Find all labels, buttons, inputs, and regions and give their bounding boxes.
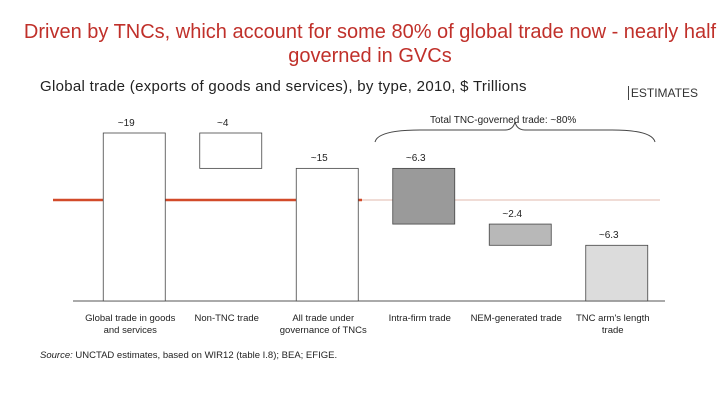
category-label: NEM-generated trade bbox=[470, 313, 562, 324]
bar bbox=[102, 132, 166, 302]
category-label: All trade under governance of TNCs bbox=[279, 313, 367, 336]
value-label: ~15 bbox=[310, 153, 328, 165]
value-label: ~19 bbox=[117, 118, 135, 129]
category-label: Intra-firm trade bbox=[388, 313, 451, 324]
bar bbox=[488, 223, 552, 246]
category-label: Non-TNC trade bbox=[194, 313, 259, 324]
brace bbox=[374, 121, 656, 143]
value-label: ~2.4 bbox=[502, 209, 523, 221]
bar bbox=[392, 167, 456, 225]
value-label: ~4 bbox=[217, 118, 229, 129]
bar bbox=[199, 132, 263, 169]
value-label: ~6.3 bbox=[405, 153, 426, 165]
value-label: ~6.3 bbox=[598, 230, 619, 242]
source: Source: UNCTAD estimates, based on WIR12… bbox=[40, 350, 337, 361]
title: Driven by TNCs, which account for some 8… bbox=[23, 21, 717, 67]
category-label: Global trade in goods and services bbox=[85, 313, 176, 336]
subtitle: Global trade (exports of goods and servi… bbox=[40, 78, 527, 95]
estimates-tag: ESTIMATES bbox=[627, 86, 698, 100]
category-label: TNC arm's length trade bbox=[575, 313, 650, 336]
annotation: Total TNC-governed trade: ~80% bbox=[430, 115, 577, 126]
source-text: UNCTAD estimates, based on WIR12 (table … bbox=[75, 350, 338, 361]
bar bbox=[585, 244, 649, 302]
bar bbox=[295, 167, 359, 302]
source-label: Source: bbox=[40, 350, 73, 361]
